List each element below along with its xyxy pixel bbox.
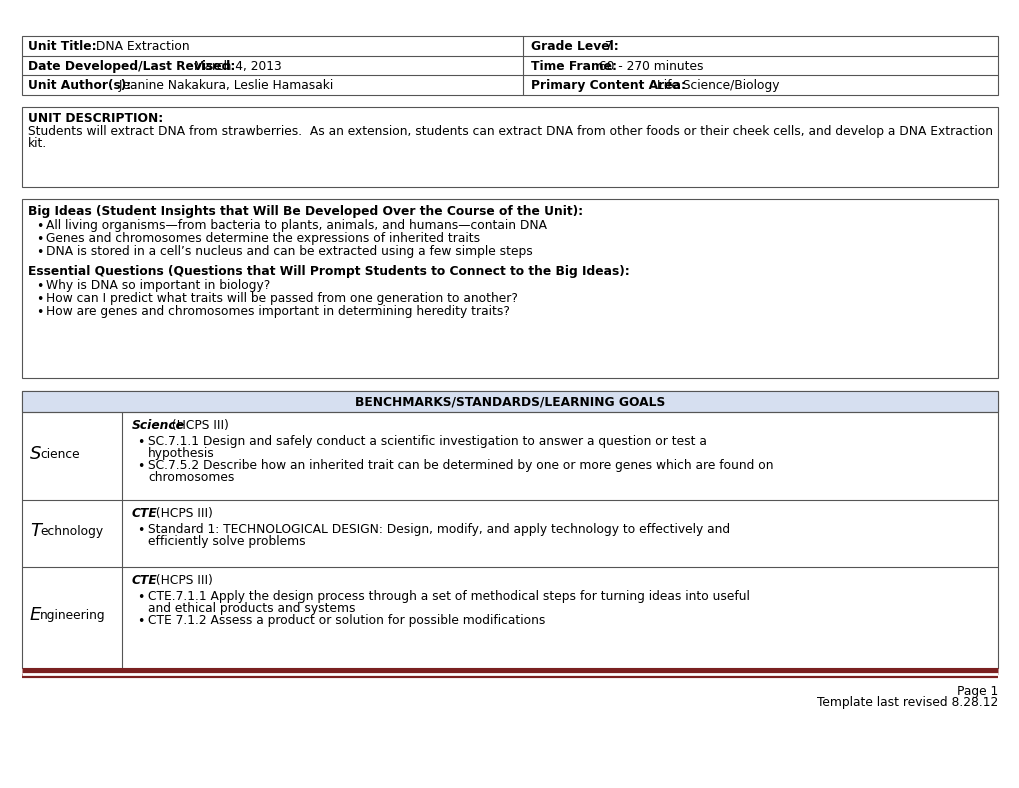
Text: cience: cience <box>40 448 79 460</box>
Text: •: • <box>36 220 44 233</box>
Text: (HCPS III): (HCPS III) <box>152 574 213 587</box>
Text: CTE 7.1.2 Assess a product or solution for possible modifications: CTE 7.1.2 Assess a product or solution f… <box>148 614 545 627</box>
Text: DNA is stored in a cell’s nucleus and can be extracted using a few simple steps: DNA is stored in a cell’s nucleus and ca… <box>46 245 532 258</box>
Text: Jeanine Nakakura, Leslie Hamasaki: Jeanine Nakakura, Leslie Hamasaki <box>115 80 333 92</box>
Text: Why is DNA so important in biology?: Why is DNA so important in biology? <box>46 279 270 292</box>
Bar <box>22 391 997 412</box>
Text: Standard 1: TECHNOLOGICAL DESIGN: Design, modify, and apply technology to effect: Standard 1: TECHNOLOGICAL DESIGN: Design… <box>148 523 730 536</box>
Text: S: S <box>30 445 42 463</box>
Text: chromosomes: chromosomes <box>148 471 234 484</box>
Text: Essential Questions (Questions that Will Prompt Students to Connect to the Big I: Essential Questions (Questions that Will… <box>28 265 629 278</box>
Text: •: • <box>36 293 44 306</box>
Text: CTE: CTE <box>131 507 158 520</box>
Bar <box>22 199 997 378</box>
Text: Life Science/Biology: Life Science/Biology <box>652 80 779 92</box>
Text: echnology: echnology <box>40 525 103 538</box>
Text: •: • <box>137 436 145 449</box>
Text: Genes and chromosomes determine the expressions of inherited traits: Genes and chromosomes determine the expr… <box>46 232 480 245</box>
Text: All living organisms—from bacteria to plants, animals, and humans—contain DNA: All living organisms—from bacteria to pl… <box>46 219 546 232</box>
Text: Big Ideas (Student Insights that Will Be Developed Over the Course of the Unit):: Big Ideas (Student Insights that Will Be… <box>28 205 583 218</box>
Text: •: • <box>137 591 145 604</box>
Text: BENCHMARKS/STANDARDS/LEARNING GOALS: BENCHMARKS/STANDARDS/LEARNING GOALS <box>355 395 664 408</box>
Text: Grade Level:: Grade Level: <box>531 40 619 53</box>
Bar <box>22 391 997 668</box>
Text: kit.: kit. <box>28 137 47 150</box>
Text: How can I predict what traits will be passed from one generation to another?: How can I predict what traits will be pa… <box>46 292 518 305</box>
Text: •: • <box>36 306 44 319</box>
Text: March 4, 2013: March 4, 2013 <box>191 60 282 72</box>
Text: SC.7.5.2 Describe how an inherited trait can be determined by one or more genes : SC.7.5.2 Describe how an inherited trait… <box>148 459 772 472</box>
Text: 60 - 270 minutes: 60 - 270 minutes <box>594 60 703 72</box>
Text: Unit Author(s):: Unit Author(s): <box>28 80 131 92</box>
Text: Date Developed/Last Revised:: Date Developed/Last Revised: <box>28 60 235 72</box>
Text: Students will extract DNA from strawberries.  As an extension, students can extr: Students will extract DNA from strawberr… <box>28 125 993 138</box>
Text: (HCPS III): (HCPS III) <box>168 419 228 432</box>
Text: •: • <box>137 615 145 628</box>
Text: (HCPS III): (HCPS III) <box>152 507 213 520</box>
Text: CTE: CTE <box>131 574 158 587</box>
Text: and ethical products and systems: and ethical products and systems <box>148 602 356 615</box>
Text: CTE.7.1.1 Apply the design process through a set of methodical steps for turning: CTE.7.1.1 Apply the design process throu… <box>148 590 749 603</box>
Text: E: E <box>30 607 42 625</box>
Text: T: T <box>30 522 41 541</box>
Text: Page 1: Page 1 <box>956 685 997 698</box>
Text: Primary Content Area:: Primary Content Area: <box>531 80 686 92</box>
Bar <box>22 107 997 187</box>
Text: UNIT DESCRIPTION:: UNIT DESCRIPTION: <box>28 112 163 125</box>
Text: •: • <box>36 233 44 246</box>
Text: •: • <box>137 524 145 537</box>
Text: Template last revised 8.28.12: Template last revised 8.28.12 <box>816 696 997 709</box>
Text: How are genes and chromosomes important in determining heredity traits?: How are genes and chromosomes important … <box>46 305 510 318</box>
Text: Unit Title:: Unit Title: <box>28 40 97 53</box>
Text: Time Frame:: Time Frame: <box>531 60 616 72</box>
Text: 7: 7 <box>600 40 611 53</box>
Text: •: • <box>137 460 145 473</box>
Text: SC.7.1.1 Design and safely conduct a scientific investigation to answer a questi: SC.7.1.1 Design and safely conduct a sci… <box>148 435 706 448</box>
Text: efficiently solve problems: efficiently solve problems <box>148 535 306 548</box>
Text: Science: Science <box>131 419 184 432</box>
Text: DNA Extraction: DNA Extraction <box>92 40 190 53</box>
Text: •: • <box>36 246 44 259</box>
Text: •: • <box>36 280 44 293</box>
Text: ngineering: ngineering <box>40 609 106 622</box>
Bar <box>22 36 997 95</box>
Text: hypothesis: hypothesis <box>148 447 215 460</box>
